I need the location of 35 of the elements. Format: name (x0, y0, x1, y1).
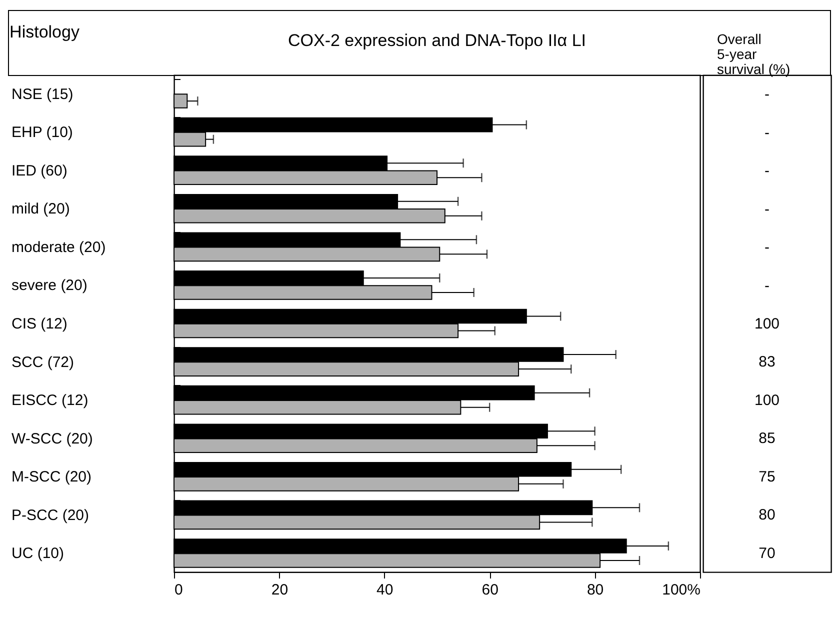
text: 83 (758, 354, 776, 371)
x-tick-label: 0 (174, 582, 183, 598)
x-tick-label: 20 (271, 582, 288, 598)
text: Overall 5-year survival (%) (717, 31, 790, 77)
text: 100 (754, 316, 780, 332)
x-tick-label: 60 (482, 582, 498, 598)
x-tick-label: 100% (662, 582, 700, 598)
text: 85 (758, 430, 776, 448)
y-tick-label: mild (20) (12, 200, 70, 218)
text: - (764, 124, 770, 142)
y-tick-label: NSE (15) (12, 86, 74, 103)
x-tick-label: 80 (586, 582, 604, 598)
text: 80 (758, 506, 776, 524)
y-tick-label: M-SCC (20) (12, 468, 92, 486)
y-tick-label: severe (20) (12, 277, 88, 294)
text: - (764, 86, 770, 104)
y-axis-title: Histology (10, 22, 80, 42)
x-tick-label: 40 (376, 582, 394, 598)
y-tick-label: CIS (12) (12, 316, 68, 332)
text: - (764, 200, 770, 218)
text: - (764, 162, 770, 180)
y-tick-label: P-SCC (20) (12, 506, 90, 524)
text: - (764, 239, 770, 256)
text: 70 (758, 544, 776, 562)
chart-title: COX-2 expression and DNA-Topo IIα LI (288, 31, 586, 50)
y-tick-label: W-SCC (20) (12, 430, 93, 448)
text: 75 (758, 468, 776, 486)
y-tick-label: moderate (20) (12, 238, 106, 256)
y-tick-label: UC (10) (12, 545, 64, 562)
y-tick-label: IED (60) (12, 162, 68, 180)
y-tick-label: SCC (72) (12, 354, 74, 371)
y-tick-label: EISCC (12) (12, 392, 88, 410)
text: 100 (754, 392, 780, 409)
y-tick-label: EHP (10) (12, 124, 73, 142)
text: - (764, 277, 770, 294)
